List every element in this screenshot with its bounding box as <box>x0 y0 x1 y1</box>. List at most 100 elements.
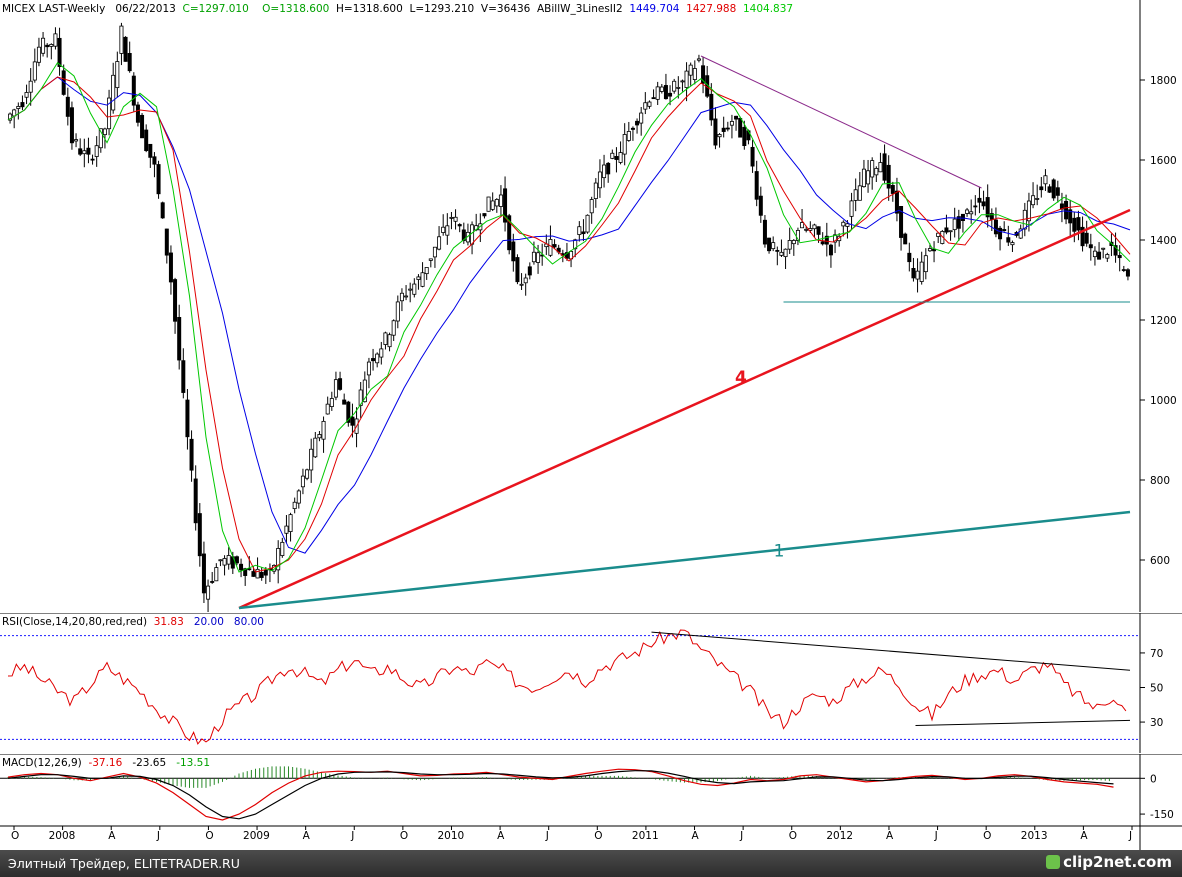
price-candle <box>915 270 920 280</box>
price-tick-label: 1600 <box>1150 155 1177 167</box>
price-candle <box>630 127 635 130</box>
time-tick-label: O <box>789 830 797 842</box>
price-candle <box>692 68 697 81</box>
price-candle <box>437 236 442 250</box>
trendline-1-label: 1 <box>774 541 785 561</box>
price-candle <box>725 127 730 130</box>
indicator-label: ABillW_3LinesII2 <box>537 3 623 15</box>
price-candle <box>874 168 879 176</box>
price-candle <box>296 490 301 504</box>
price-candle <box>853 189 858 201</box>
price-candle <box>639 112 644 124</box>
price-candle <box>173 279 178 322</box>
close-value: C=1297.010 <box>182 3 249 15</box>
line-green-value: 1404.837 <box>742 3 794 15</box>
rsi-label: RSI(Close,14,20,80,red,red) <box>2 616 148 628</box>
price-candle <box>1035 198 1040 200</box>
price-candle <box>762 219 767 245</box>
price-candle <box>1018 228 1023 239</box>
price-candle <box>41 37 46 54</box>
price-candle <box>750 146 755 167</box>
price-candle <box>1113 245 1118 256</box>
price-candle <box>940 231 945 244</box>
time-tick-label: O <box>205 830 213 842</box>
hist-value: -13.51 <box>176 757 211 769</box>
price-candle <box>1026 200 1031 222</box>
date-label: 06/22/2013 <box>115 3 176 15</box>
price-candle <box>375 353 380 364</box>
time-tick-label: 2011 <box>632 830 659 842</box>
price-candle <box>45 44 50 48</box>
price-candle <box>177 317 182 361</box>
price-candle <box>956 216 961 229</box>
volume-value: V=36436 <box>480 3 531 15</box>
time-tick-label: O <box>594 830 602 842</box>
rsi-trendline <box>915 719 1131 727</box>
price-candle <box>659 86 664 92</box>
price-candle <box>362 379 367 403</box>
price-candle <box>53 33 58 47</box>
price-candle <box>511 241 516 262</box>
time-tick-label: O <box>400 830 408 842</box>
price-candle <box>651 97 656 100</box>
price-candle <box>960 213 965 222</box>
price-candle <box>878 162 883 173</box>
price-candle <box>498 194 503 207</box>
macd-series-line <box>7 770 1114 820</box>
price-candle <box>160 202 165 219</box>
price-candle <box>168 252 173 283</box>
price-candle <box>1084 232 1089 244</box>
price-candle <box>779 251 784 256</box>
price-candle <box>127 53 132 72</box>
line-red-value: 1427.988 <box>686 3 737 15</box>
price-candle <box>193 478 198 524</box>
price-candle <box>647 101 652 107</box>
price-candle <box>1047 186 1052 193</box>
time-tick-label: J <box>934 830 938 842</box>
price-candle <box>771 242 776 250</box>
price-candle <box>482 213 487 217</box>
price-candle <box>181 360 186 393</box>
price-candle <box>1092 250 1097 258</box>
price-candle <box>890 185 895 194</box>
price-candle <box>24 92 29 98</box>
price-candle <box>589 199 594 214</box>
price-candle <box>57 37 62 67</box>
clip2net-logo[interactable]: clip2net.com <box>1046 853 1172 871</box>
price-candle <box>845 223 850 227</box>
time-tick-label: A <box>497 830 505 842</box>
price-candle <box>420 272 425 287</box>
price-trendline <box>238 510 1131 610</box>
rsi-header: RSI(Close,14,20,80,red,red) 31.83 20.00 … <box>2 616 264 628</box>
price-candle <box>775 249 780 252</box>
price-candle <box>993 219 998 235</box>
price-candle <box>663 85 668 100</box>
price-candle <box>927 248 932 252</box>
price-trendline <box>700 55 982 189</box>
price-candle <box>907 252 912 263</box>
price-candle <box>69 107 74 144</box>
footer-bar: Элитный Трейдер, ELITETRADER.RU clip2net… <box>0 850 1182 877</box>
rsi-trendline <box>651 631 1131 671</box>
price-candle <box>758 195 763 216</box>
price-candle <box>676 86 681 89</box>
rsi-tick-label: 50 <box>1150 683 1163 695</box>
price-candle <box>111 74 116 111</box>
low-value: L=1293.210 <box>409 3 475 15</box>
price-candle <box>936 232 941 237</box>
price-candle <box>259 572 264 578</box>
price-candle <box>197 513 202 557</box>
price-candle <box>309 448 314 471</box>
price-candle <box>321 420 326 440</box>
price-candle <box>824 235 829 245</box>
price-candle <box>507 215 512 251</box>
moving-average-line <box>7 76 1131 554</box>
price-candle <box>973 205 978 208</box>
time-tick-label: O <box>11 830 19 842</box>
price-candle <box>32 61 37 81</box>
price-candle <box>787 240 792 250</box>
rsi-line <box>7 629 1127 745</box>
price-candle <box>696 58 701 61</box>
price-candle <box>164 228 169 256</box>
price-candle <box>1121 269 1126 271</box>
